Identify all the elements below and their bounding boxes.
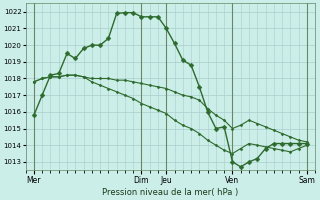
X-axis label: Pression niveau de la mer( hPa ): Pression niveau de la mer( hPa ) bbox=[102, 188, 238, 197]
